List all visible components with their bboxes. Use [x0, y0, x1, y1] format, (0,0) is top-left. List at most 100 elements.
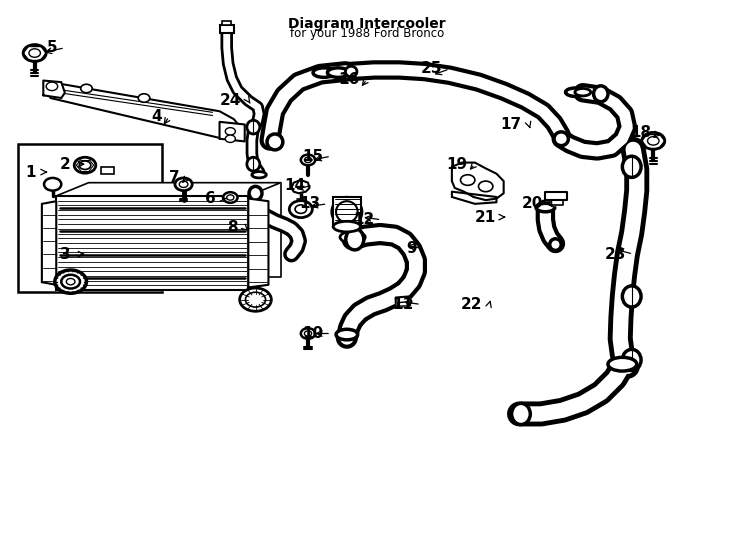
Ellipse shape — [622, 349, 641, 370]
Circle shape — [305, 331, 312, 336]
Text: 20: 20 — [522, 197, 543, 211]
Text: 3: 3 — [60, 247, 70, 261]
Text: 6: 6 — [206, 191, 216, 206]
Ellipse shape — [575, 89, 591, 96]
Polygon shape — [57, 196, 248, 290]
Text: 1: 1 — [26, 165, 36, 180]
Polygon shape — [452, 163, 504, 200]
Circle shape — [647, 137, 659, 145]
Circle shape — [460, 175, 475, 185]
Text: 11: 11 — [393, 297, 414, 312]
Polygon shape — [291, 180, 310, 193]
Ellipse shape — [346, 66, 357, 77]
Circle shape — [29, 49, 40, 57]
Polygon shape — [550, 200, 563, 205]
Circle shape — [23, 45, 46, 62]
Circle shape — [301, 328, 315, 339]
Text: 10: 10 — [302, 326, 324, 341]
Polygon shape — [452, 192, 496, 204]
Circle shape — [245, 292, 266, 307]
Text: 2: 2 — [60, 157, 70, 172]
Bar — [222, 21, 231, 25]
Ellipse shape — [608, 357, 636, 371]
Polygon shape — [396, 296, 412, 307]
Circle shape — [227, 195, 234, 200]
Ellipse shape — [249, 186, 262, 200]
Ellipse shape — [336, 329, 357, 340]
Polygon shape — [248, 199, 269, 287]
Text: 23: 23 — [605, 247, 626, 261]
Text: for your 1988 Ford Bronco: for your 1988 Ford Bronco — [290, 26, 444, 39]
Ellipse shape — [536, 204, 555, 212]
Text: 13: 13 — [299, 197, 320, 211]
Ellipse shape — [554, 132, 568, 146]
Circle shape — [138, 94, 150, 102]
Circle shape — [61, 275, 80, 288]
Circle shape — [179, 181, 188, 187]
Circle shape — [46, 82, 58, 91]
Circle shape — [74, 157, 96, 173]
Bar — [18, 144, 162, 292]
Text: 14: 14 — [285, 178, 306, 193]
Polygon shape — [42, 201, 57, 285]
Circle shape — [479, 181, 493, 192]
Ellipse shape — [313, 68, 335, 77]
Ellipse shape — [327, 68, 349, 77]
Text: 17: 17 — [501, 117, 522, 132]
Polygon shape — [47, 82, 241, 139]
Circle shape — [44, 178, 61, 191]
Text: 19: 19 — [446, 157, 468, 172]
Polygon shape — [397, 302, 407, 306]
Circle shape — [289, 201, 313, 218]
Ellipse shape — [252, 172, 266, 178]
Ellipse shape — [346, 229, 364, 250]
Ellipse shape — [565, 88, 586, 97]
Text: 18: 18 — [630, 125, 651, 140]
Circle shape — [301, 154, 315, 165]
Text: 8: 8 — [227, 220, 238, 235]
Bar — [219, 25, 234, 33]
Text: Diagram Intercooler: Diagram Intercooler — [288, 17, 446, 31]
Circle shape — [225, 135, 236, 143]
Ellipse shape — [247, 157, 260, 171]
Ellipse shape — [267, 134, 283, 150]
Circle shape — [55, 270, 87, 293]
Circle shape — [295, 205, 307, 213]
Polygon shape — [219, 122, 244, 141]
Ellipse shape — [340, 231, 366, 243]
Text: 15: 15 — [302, 148, 324, 164]
Ellipse shape — [622, 156, 641, 178]
Circle shape — [642, 132, 665, 150]
Text: 22: 22 — [461, 297, 482, 312]
Circle shape — [240, 288, 272, 311]
Text: 7: 7 — [170, 170, 180, 185]
Polygon shape — [89, 183, 280, 277]
Bar — [333, 198, 360, 227]
Ellipse shape — [622, 286, 641, 307]
Text: 4: 4 — [151, 109, 162, 124]
Text: 25: 25 — [421, 62, 443, 76]
Ellipse shape — [512, 403, 530, 424]
Text: 12: 12 — [353, 212, 374, 227]
Ellipse shape — [332, 197, 362, 226]
Circle shape — [81, 84, 92, 93]
Polygon shape — [57, 183, 280, 196]
Ellipse shape — [594, 86, 608, 102]
Ellipse shape — [333, 221, 360, 232]
Polygon shape — [545, 192, 567, 200]
Bar — [101, 167, 114, 174]
Circle shape — [225, 127, 236, 135]
Text: 16: 16 — [338, 72, 360, 87]
Text: 21: 21 — [475, 210, 496, 225]
Circle shape — [79, 161, 91, 170]
Circle shape — [175, 178, 192, 191]
Text: 5: 5 — [47, 40, 58, 55]
Ellipse shape — [247, 120, 260, 134]
Ellipse shape — [550, 239, 562, 251]
Text: 24: 24 — [219, 93, 241, 108]
Circle shape — [223, 192, 238, 203]
Text: 9: 9 — [407, 241, 418, 256]
Circle shape — [66, 279, 75, 285]
Circle shape — [305, 157, 312, 163]
Polygon shape — [43, 80, 65, 98]
